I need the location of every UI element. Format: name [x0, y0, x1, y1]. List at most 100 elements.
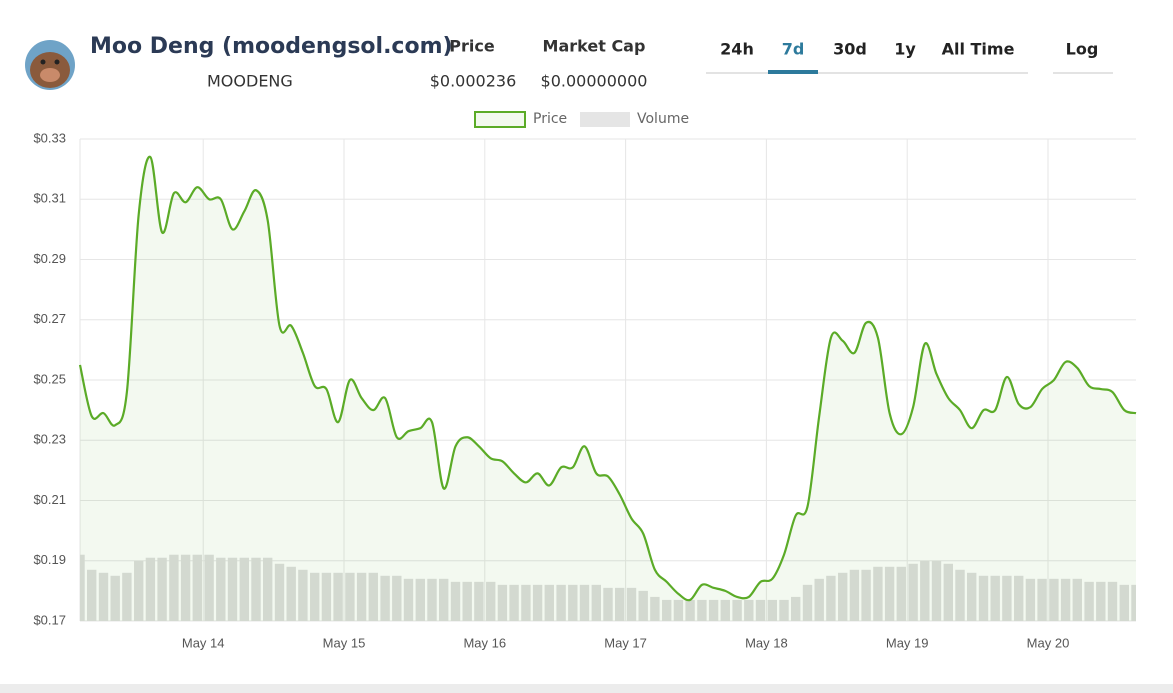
price-area	[80, 156, 1136, 621]
range-tab[interactable]: All Time	[942, 40, 1015, 59]
x-tick-label: May 19	[886, 635, 929, 650]
volume-bar	[450, 581, 461, 621]
volume-bar	[896, 566, 906, 621]
volume-bar	[908, 563, 918, 621]
volume-bar	[298, 569, 308, 621]
volume-bar	[1037, 578, 1047, 621]
volume-bar	[474, 581, 484, 621]
volume-bar	[662, 599, 672, 621]
volume-bar	[356, 572, 367, 621]
volume-bar	[744, 599, 754, 621]
y-tick-label: $0.23	[33, 432, 66, 447]
volume-bar	[708, 599, 719, 621]
volume-bar	[368, 572, 378, 621]
volume-bar	[134, 560, 144, 621]
x-tick-label: May 15	[323, 635, 366, 650]
volume-bar	[122, 572, 132, 621]
range-tab[interactable]: 24h	[720, 40, 754, 59]
x-tick-label: May 14	[182, 635, 225, 650]
volume-bar	[732, 599, 742, 621]
volume-bar	[966, 572, 977, 621]
volume-bar	[333, 572, 343, 621]
legend-swatch-volume	[580, 112, 630, 127]
volume-bar	[1049, 578, 1059, 621]
volume-bar	[169, 554, 179, 621]
volume-bar	[86, 569, 97, 621]
volume-bar	[790, 596, 801, 621]
coin-title: Moo Deng (moodengsol.com)	[90, 34, 453, 59]
volume-bar	[884, 566, 895, 621]
volume-bar	[591, 584, 602, 621]
volume-bar	[697, 599, 707, 621]
volume-bar	[345, 572, 355, 621]
volume-bar	[532, 584, 543, 621]
volume-bar	[1119, 584, 1130, 621]
y-tick-label: $0.17	[33, 612, 66, 627]
volume-bar	[380, 575, 390, 621]
volume-bar	[943, 563, 954, 621]
volume-bar	[838, 572, 848, 621]
volume-bar	[861, 569, 871, 621]
volume-bar	[157, 557, 167, 621]
range-tab[interactable]: 30d	[833, 40, 867, 59]
x-tick-label: May 17	[604, 635, 647, 650]
y-tick-label: $0.27	[33, 311, 66, 326]
volume-bar	[486, 581, 496, 621]
volume-bar	[509, 584, 519, 621]
plot	[78, 138, 1137, 622]
legend-label: Price	[533, 111, 567, 127]
volume-bar	[521, 584, 531, 621]
volume-bar	[849, 569, 860, 621]
volume-bar	[650, 596, 660, 621]
volume-bar	[579, 584, 590, 621]
legend-label: Volume	[637, 111, 689, 127]
log-button[interactable]: Log	[1066, 40, 1099, 59]
market-cap-value: $0.00000000	[541, 72, 648, 91]
volume-bar	[568, 584, 578, 621]
legend: Price Volume	[474, 111, 689, 128]
volume-bar	[98, 572, 109, 621]
price-label: Price	[449, 37, 495, 56]
volume-bar	[1072, 578, 1082, 621]
volume-bar	[978, 575, 989, 621]
volume-bar	[556, 584, 566, 621]
volume-bar	[1014, 575, 1024, 621]
volume-bar	[110, 575, 120, 621]
volume-bar	[145, 557, 156, 621]
volume-bar	[415, 578, 426, 621]
volume-bar	[310, 572, 320, 621]
volume-bar	[603, 587, 613, 621]
volume-bar	[673, 599, 684, 621]
volume-bar	[720, 599, 730, 621]
volume-bar	[931, 560, 942, 621]
volume-bar	[814, 578, 824, 621]
volume-bar	[990, 575, 1000, 621]
volume-bar	[462, 581, 472, 621]
volume-bar	[403, 578, 414, 621]
x-tick-label: May 20	[1027, 635, 1070, 650]
volume-bar	[262, 557, 273, 621]
volume-bar	[626, 587, 637, 621]
y-tick-label: $0.19	[33, 552, 66, 567]
range-tab[interactable]: 1y	[894, 40, 916, 59]
volume-bar	[251, 557, 261, 621]
volume-bar	[204, 554, 214, 621]
y-tick-label: $0.29	[33, 251, 66, 266]
volume-bar	[826, 575, 836, 621]
volume-bar	[802, 584, 813, 621]
volume-bar	[497, 584, 508, 621]
market-cap-label: Market Cap	[543, 37, 646, 56]
volume-bar	[614, 587, 625, 621]
volume-bar	[321, 572, 332, 621]
volume-bar	[544, 584, 554, 621]
volume-bar	[638, 590, 648, 621]
avatar	[25, 40, 75, 90]
volume-bar	[767, 599, 778, 621]
volume-bar	[438, 578, 449, 621]
volume-bar	[685, 599, 695, 621]
range-tab[interactable]: 7d	[782, 40, 805, 59]
volume-bar	[286, 566, 296, 621]
volume-bar	[955, 569, 965, 621]
volume-bar	[180, 554, 191, 621]
